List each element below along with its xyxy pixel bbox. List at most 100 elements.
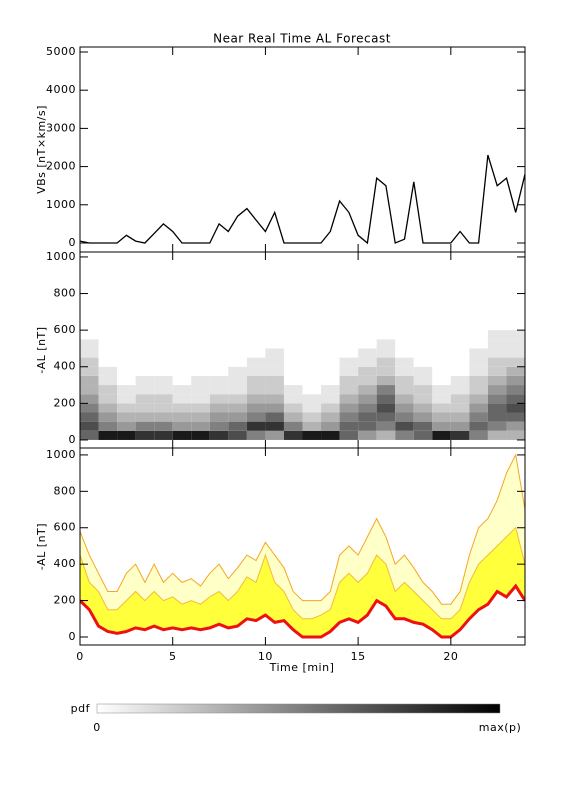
heatmap-cell [265,339,284,349]
heatmap-cell [506,357,525,367]
heatmap-cell [432,330,451,340]
heatmap-cell [506,348,525,358]
heatmap-cell [209,339,229,349]
heatmap-cell [283,330,303,340]
heatmap-cell [228,430,247,440]
heatmap-cell [376,339,396,349]
heatmap-cell [302,394,322,404]
heatmap-cell [339,403,359,413]
heatmap-cell [321,330,340,340]
y-tick-label: 200 [54,396,77,409]
heatmap-cell [209,385,229,395]
heatmap-cell [358,403,377,413]
heatmap-cell [209,348,229,358]
heatmap-cell [376,430,396,440]
heatmap-cell [376,330,396,340]
plot-area [80,330,525,440]
heatmap-cell [432,421,451,431]
heatmap-cell [376,403,396,413]
heatmap-cell [339,339,359,349]
heatmap-cell [246,375,266,386]
heatmap-cell [80,385,99,395]
heatmap-cell [469,375,488,386]
y-tick-label: 0 [69,433,77,446]
heatmap-cell [283,421,303,431]
heatmap-cell [358,366,377,376]
heatmap-cell [117,339,136,349]
heatmap-cell [339,394,359,404]
heatmap-cell [376,385,396,395]
colorbar-max-label: max(p) [479,721,522,734]
heatmap-cell [228,421,247,431]
heatmap-cell [321,394,340,404]
colorbar-min-label: 0 [93,721,101,734]
heatmap-cell [321,339,340,349]
y-tick-label: 1000 [46,250,76,263]
heatmap-cell [228,339,247,349]
heatmap-cell [506,375,525,386]
heatmap-cell [302,348,322,358]
heatmap-cell [98,394,118,404]
heatmap-cell [487,412,507,422]
heatmap-cell [209,412,229,422]
heatmap-cell [432,412,451,422]
y-tick-label: 2000 [46,160,76,173]
heatmap-cell [283,385,303,395]
heatmap-cell [228,403,247,413]
heatmap-cell [135,394,155,404]
heatmap-cell [302,357,322,367]
heatmap-cell [339,421,359,431]
heatmap-cell [321,412,340,422]
heatmap-cell [395,330,414,340]
heatmap-cell [154,385,173,395]
y-tick-label: 200 [54,594,77,607]
heatmap-cell [413,394,433,404]
y-axis-label: -AL [nT] [35,326,48,373]
panel-frame [79,447,526,646]
heatmap-cell [506,339,525,349]
heatmap-cell [135,412,155,422]
heatmap-cell [283,366,303,376]
x-axis-label: Time [min] [269,661,335,674]
heatmap-cell [283,412,303,422]
heatmap-cell [450,403,470,413]
heatmap-cell [228,348,247,358]
heatmap-cell [209,330,229,340]
heatmap-cell [339,385,359,395]
heatmap-cell [246,357,266,367]
heatmap-cell [450,357,470,367]
heatmap-cell [209,394,229,404]
heatmap-cell [228,375,247,386]
heatmap-cell [98,403,118,413]
heatmap-cell [506,366,525,376]
heatmap-cell [450,394,470,404]
heatmap-cell [228,394,247,404]
heatmap-cell [246,430,266,440]
heatmap-cell [154,357,173,367]
y-tick-label: 0 [69,236,77,249]
heatmap-cell [432,339,451,349]
heatmap-cell [506,403,525,413]
heatmap-cell [450,348,470,358]
heatmap-cell [321,385,340,395]
heatmap-cell [376,357,396,367]
heatmap-cell [191,385,210,395]
heatmap-cell [339,375,359,386]
heatmap-cell [506,330,525,340]
heatmap-cell [376,421,396,431]
heatmap-cell [487,357,507,367]
heatmap-cell [413,430,433,440]
heatmap-cell [117,421,136,431]
heatmap-cell [154,348,173,358]
heatmap-cell [117,403,136,413]
heatmap-cell [376,412,396,422]
heatmap-cell [265,403,284,413]
y-tick-label: 600 [54,323,77,336]
heatmap-cell [395,339,414,349]
heatmap-cell [506,421,525,431]
heatmap-cell [339,330,359,340]
heatmap-cell [487,348,507,358]
heatmap-cell [98,375,118,386]
heatmap-cell [117,394,136,404]
heatmap-cell [172,385,192,395]
